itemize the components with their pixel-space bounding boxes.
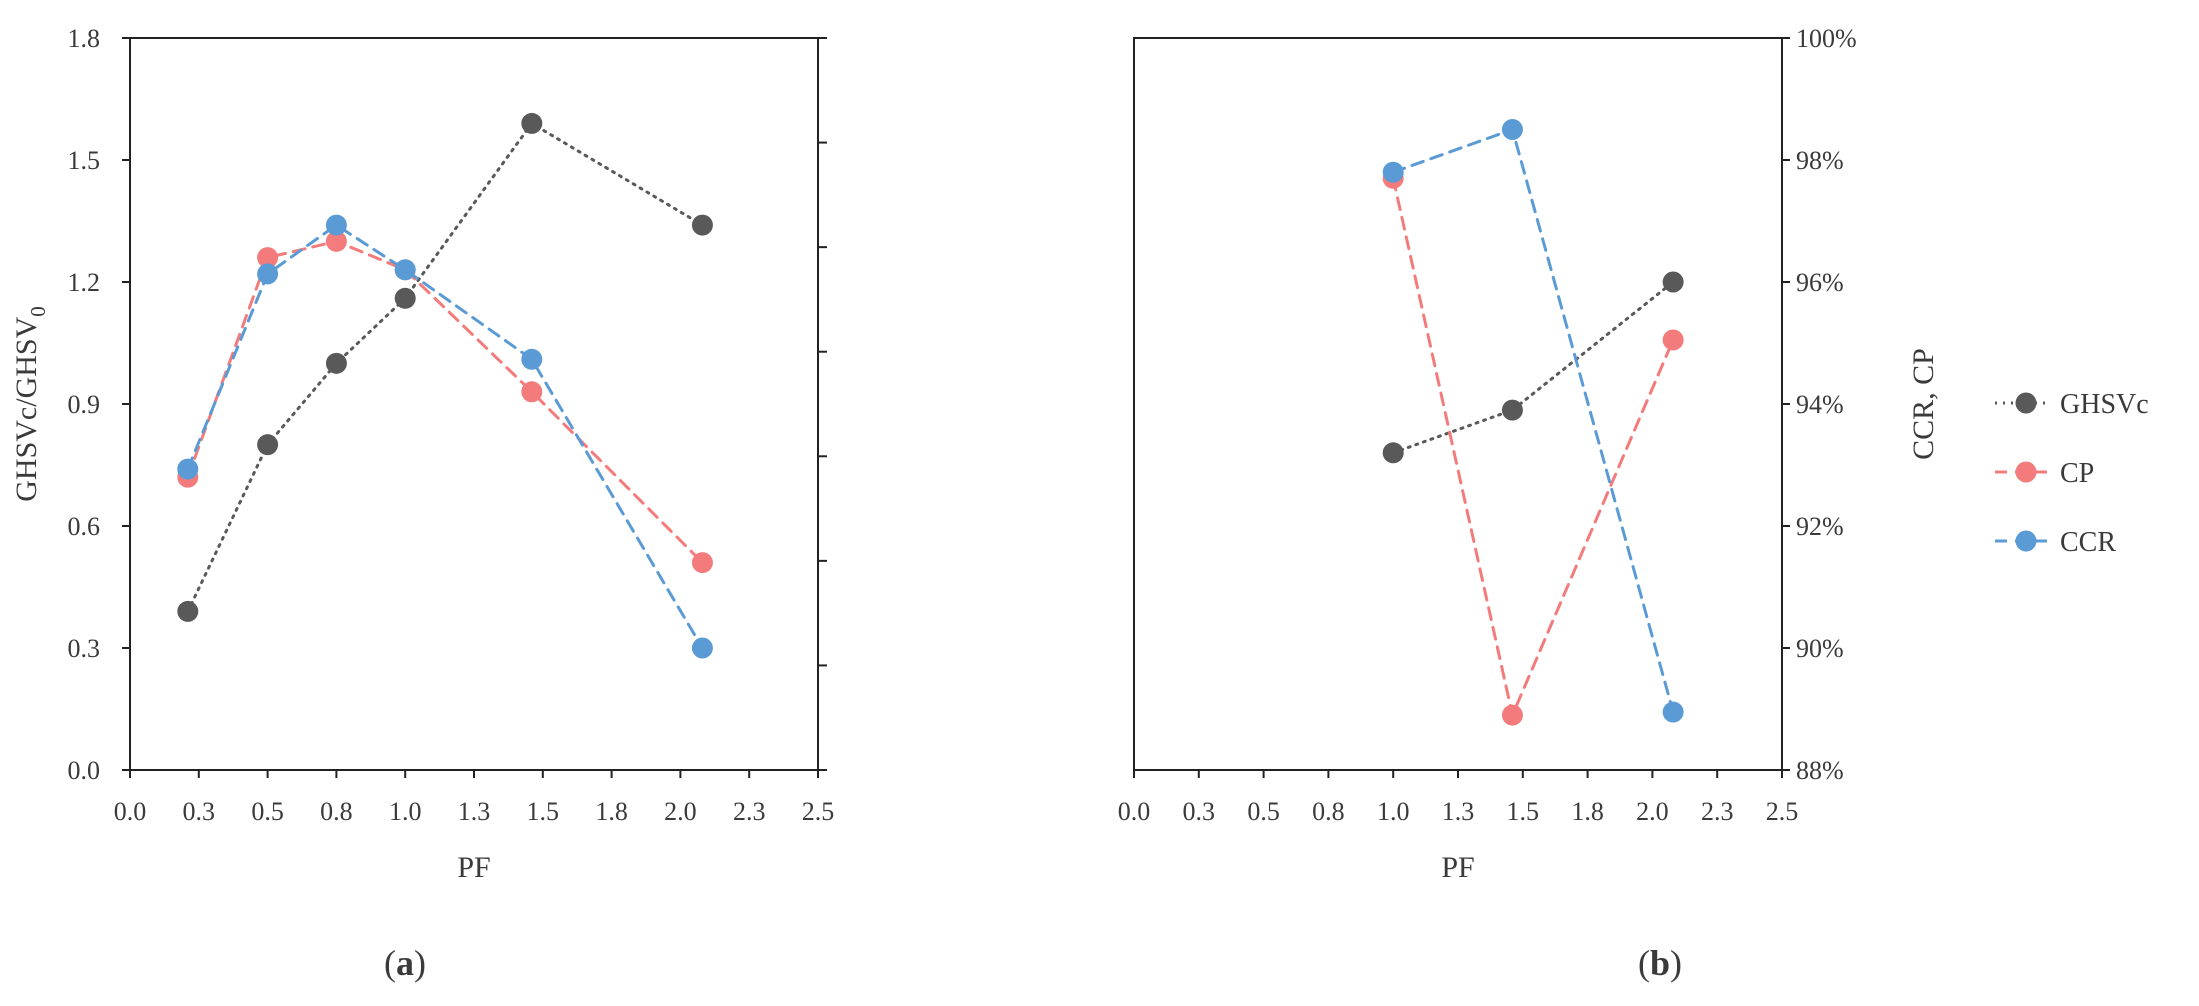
data-point-ghsvc <box>521 112 543 134</box>
x-tick-label: 0.8 <box>1312 797 1345 826</box>
panel-a-y-ticks: 0.0 0.3 0.6 0.9 1.2 1.5 1.8 <box>68 24 130 785</box>
series-line-ghsvc <box>186 121 704 613</box>
data-point-cp <box>1501 704 1523 726</box>
y-tick-label: 0.3 <box>68 634 101 663</box>
legend-marker-cp <box>2015 461 2037 483</box>
y-tick-label: 100% <box>1796 24 1857 53</box>
data-point-ccr <box>1382 161 1404 183</box>
data-point-ccr <box>691 637 713 659</box>
data-point-ccr <box>1501 119 1523 140</box>
x-tick-label: 1.0 <box>389 797 422 826</box>
x-tick-label: 0.3 <box>183 797 216 826</box>
data-point-ccr <box>257 263 279 285</box>
x-tick-label: 2.3 <box>733 797 766 826</box>
x-tick-label: 0.0 <box>1118 797 1151 826</box>
x-tick-label: 1.3 <box>458 797 491 826</box>
y-tick-label: 94% <box>1796 390 1844 419</box>
panel-b-y-ticks: 88% 90% 92% 94% 96% 98% 100% <box>1782 24 1857 785</box>
panel-b-chart: 0.0 0.3 0.5 0.8 1.0 1.3 1.5 1.8 2.0 2.3 2.5 88% 90%… <box>1118 24 1940 983</box>
panel-a-chart: 0.0 0.3 0.5 0.8 1.0 1.3 1.5 1.8 2.0 2.3 2.5 0.0 0.3… <box>10 24 834 983</box>
panel-a-y-axis-title: GHSVc/GHSV0 <box>10 306 50 502</box>
y-tick-label: 96% <box>1796 268 1844 297</box>
y-tick-label: 92% <box>1796 512 1844 541</box>
series-line-ccr <box>186 223 704 650</box>
data-point-ghsvc <box>177 600 199 622</box>
data-point-cp <box>325 230 347 252</box>
data-point-cp <box>1662 329 1684 351</box>
data-point-ghsvc <box>1662 271 1684 293</box>
panel-a-frame <box>129 37 819 771</box>
y-tick-label: 0.0 <box>68 756 101 785</box>
x-tick-label: 0.3 <box>1183 797 1216 826</box>
data-point-ccr <box>177 458 199 480</box>
x-tick-label: 0.8 <box>320 797 353 826</box>
x-tick-label: 1.0 <box>1377 797 1410 826</box>
legend-label-cp: CP <box>2060 458 2094 489</box>
series-line-ccr <box>1391 127 1675 714</box>
x-tick-label: 1.3 <box>1442 797 1475 826</box>
x-tick-label: 0.0 <box>114 797 147 826</box>
data-point-cp <box>691 552 713 574</box>
data-point-ghsvc <box>257 434 279 456</box>
y-tick-label: 90% <box>1796 634 1844 663</box>
y-tick-label: 1.2 <box>68 268 101 297</box>
panel-a-series <box>177 112 713 659</box>
x-tick-label: 0.5 <box>251 797 284 826</box>
y-tick-label: 98% <box>1796 146 1844 175</box>
x-tick-label: 1.8 <box>595 797 628 826</box>
data-point-cp <box>521 381 543 403</box>
panel-b-label: (b) <box>1638 943 1682 983</box>
series-line-cp <box>1391 176 1675 720</box>
panel-a-label: (a) <box>384 943 426 983</box>
y-tick-label: 0.9 <box>68 390 101 419</box>
x-tick-label: 1.5 <box>1507 797 1540 826</box>
legend-label-ccr: CCR <box>2060 527 2116 558</box>
series-line-ghsvc <box>1391 280 1675 455</box>
legend-marker-ccr <box>2015 530 2037 552</box>
data-point-ghsvc <box>1382 442 1404 464</box>
legend-label-ghsvc: GHSVc <box>2060 389 2149 420</box>
series-line-cp <box>186 239 704 565</box>
data-point-ghsvc <box>325 352 347 374</box>
panel-a-secondary-ticks <box>818 37 827 771</box>
panel-b-y-axis-title: CCR, CP <box>1907 348 1940 460</box>
panel-a-x-axis-title: PF <box>457 851 490 884</box>
data-point-ghsvc <box>394 287 416 309</box>
panel-b-series <box>1382 119 1684 726</box>
panel-b-x-axis-title: PF <box>1441 851 1474 884</box>
panel-b-x-ticks: 0.0 0.3 0.5 0.8 1.0 1.3 1.5 1.8 2.0 2.3 2.5 <box>1118 770 1799 826</box>
x-tick-label: 1.8 <box>1571 797 1604 826</box>
x-tick-label: 2.3 <box>1701 797 1734 826</box>
legend-marker-ghsvc <box>2015 392 2037 414</box>
data-point-ccr <box>394 259 416 281</box>
data-point-ghsvc <box>1501 399 1523 421</box>
x-tick-label: 1.5 <box>527 797 560 826</box>
data-point-cp <box>257 247 279 269</box>
y-tick-label: 1.5 <box>68 146 101 175</box>
x-tick-label: 0.5 <box>1247 797 1280 826</box>
legend: GHSVc CP CCR <box>1995 389 2149 558</box>
data-point-ccr <box>521 348 543 370</box>
x-tick-label: 2.5 <box>802 797 835 826</box>
x-tick-label: 2.0 <box>1636 797 1669 826</box>
data-point-ccr <box>1662 701 1684 723</box>
data-point-ccr <box>325 214 347 236</box>
panel-a-x-ticks: 0.0 0.3 0.5 0.8 1.0 1.3 1.5 1.8 2.0 2.3 2.5 <box>114 770 835 826</box>
x-tick-label: 2.0 <box>664 797 697 826</box>
y-tick-label: 1.8 <box>68 24 101 53</box>
y-tick-label: 0.6 <box>68 512 101 541</box>
y-tick-label: 88% <box>1796 756 1844 785</box>
x-tick-label: 2.5 <box>1766 797 1799 826</box>
data-point-ghsvc <box>691 214 713 236</box>
